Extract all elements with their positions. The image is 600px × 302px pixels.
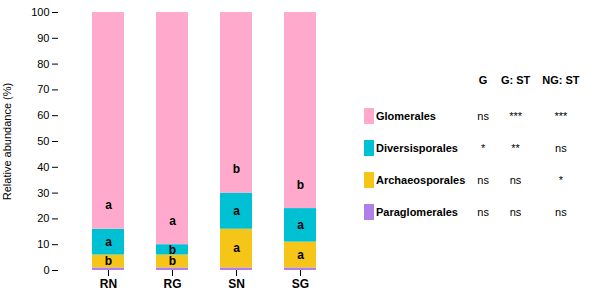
html-text:ns: ns (555, 206, 567, 218)
svg-text:40: 40 (37, 161, 49, 173)
svg-text:80: 80 (37, 58, 49, 70)
svg-text:30: 30 (37, 187, 49, 199)
svg-text:100: 100 (31, 6, 49, 18)
svg-text:b: b (233, 162, 240, 176)
svg-text:a: a (105, 198, 112, 212)
svg-text:b: b (105, 254, 112, 268)
html-text:Glomerales: Glomerales (376, 110, 436, 122)
html-text:ns: ns (477, 174, 489, 186)
html-text:Diversisporales: Diversisporales (376, 142, 458, 154)
svg-text:SN: SN (228, 277, 245, 291)
svg-text:b: b (168, 254, 177, 269)
svg-text:b: b (297, 178, 304, 192)
svg-text:Relative abundance (%): Relative abundance (%) (1, 83, 13, 200)
html-text:ns: ns (477, 110, 489, 122)
html-text:ns: ns (477, 206, 489, 218)
svg-text:20: 20 (37, 212, 49, 224)
svg-text:a: a (105, 235, 112, 249)
html-text:Archaeosporales: Archaeosporales (376, 174, 466, 186)
svg-text:a: a (297, 248, 304, 262)
html-text:NG: ST: NG: ST (542, 74, 580, 86)
svg-text:90: 90 (37, 32, 49, 44)
svg-text:70: 70 (37, 83, 49, 95)
html-text:ns: ns (555, 142, 567, 154)
html-text:Paraglomerales: Paraglomerales (376, 206, 458, 218)
svg-text:a: a (297, 218, 304, 232)
svg-text:0: 0 (43, 264, 49, 276)
svg-text:60: 60 (37, 109, 49, 121)
svg-text:SG: SG (292, 277, 309, 291)
svg-text:a: a (233, 204, 240, 218)
svg-text:b: b (169, 243, 176, 257)
svg-text:10: 10 (37, 238, 49, 250)
svg-text:RN: RN (100, 277, 117, 291)
svg-text:RG: RG (164, 277, 182, 291)
html-text:ns: ns (509, 174, 522, 186)
html-text:ns: ns (509, 206, 522, 218)
svg-text:50: 50 (37, 135, 49, 147)
svg-text:a: a (169, 214, 176, 228)
svg-text:a: a (233, 241, 240, 255)
html-text:G: ST: G: ST (500, 74, 531, 86)
html-text:G: G (478, 74, 488, 86)
